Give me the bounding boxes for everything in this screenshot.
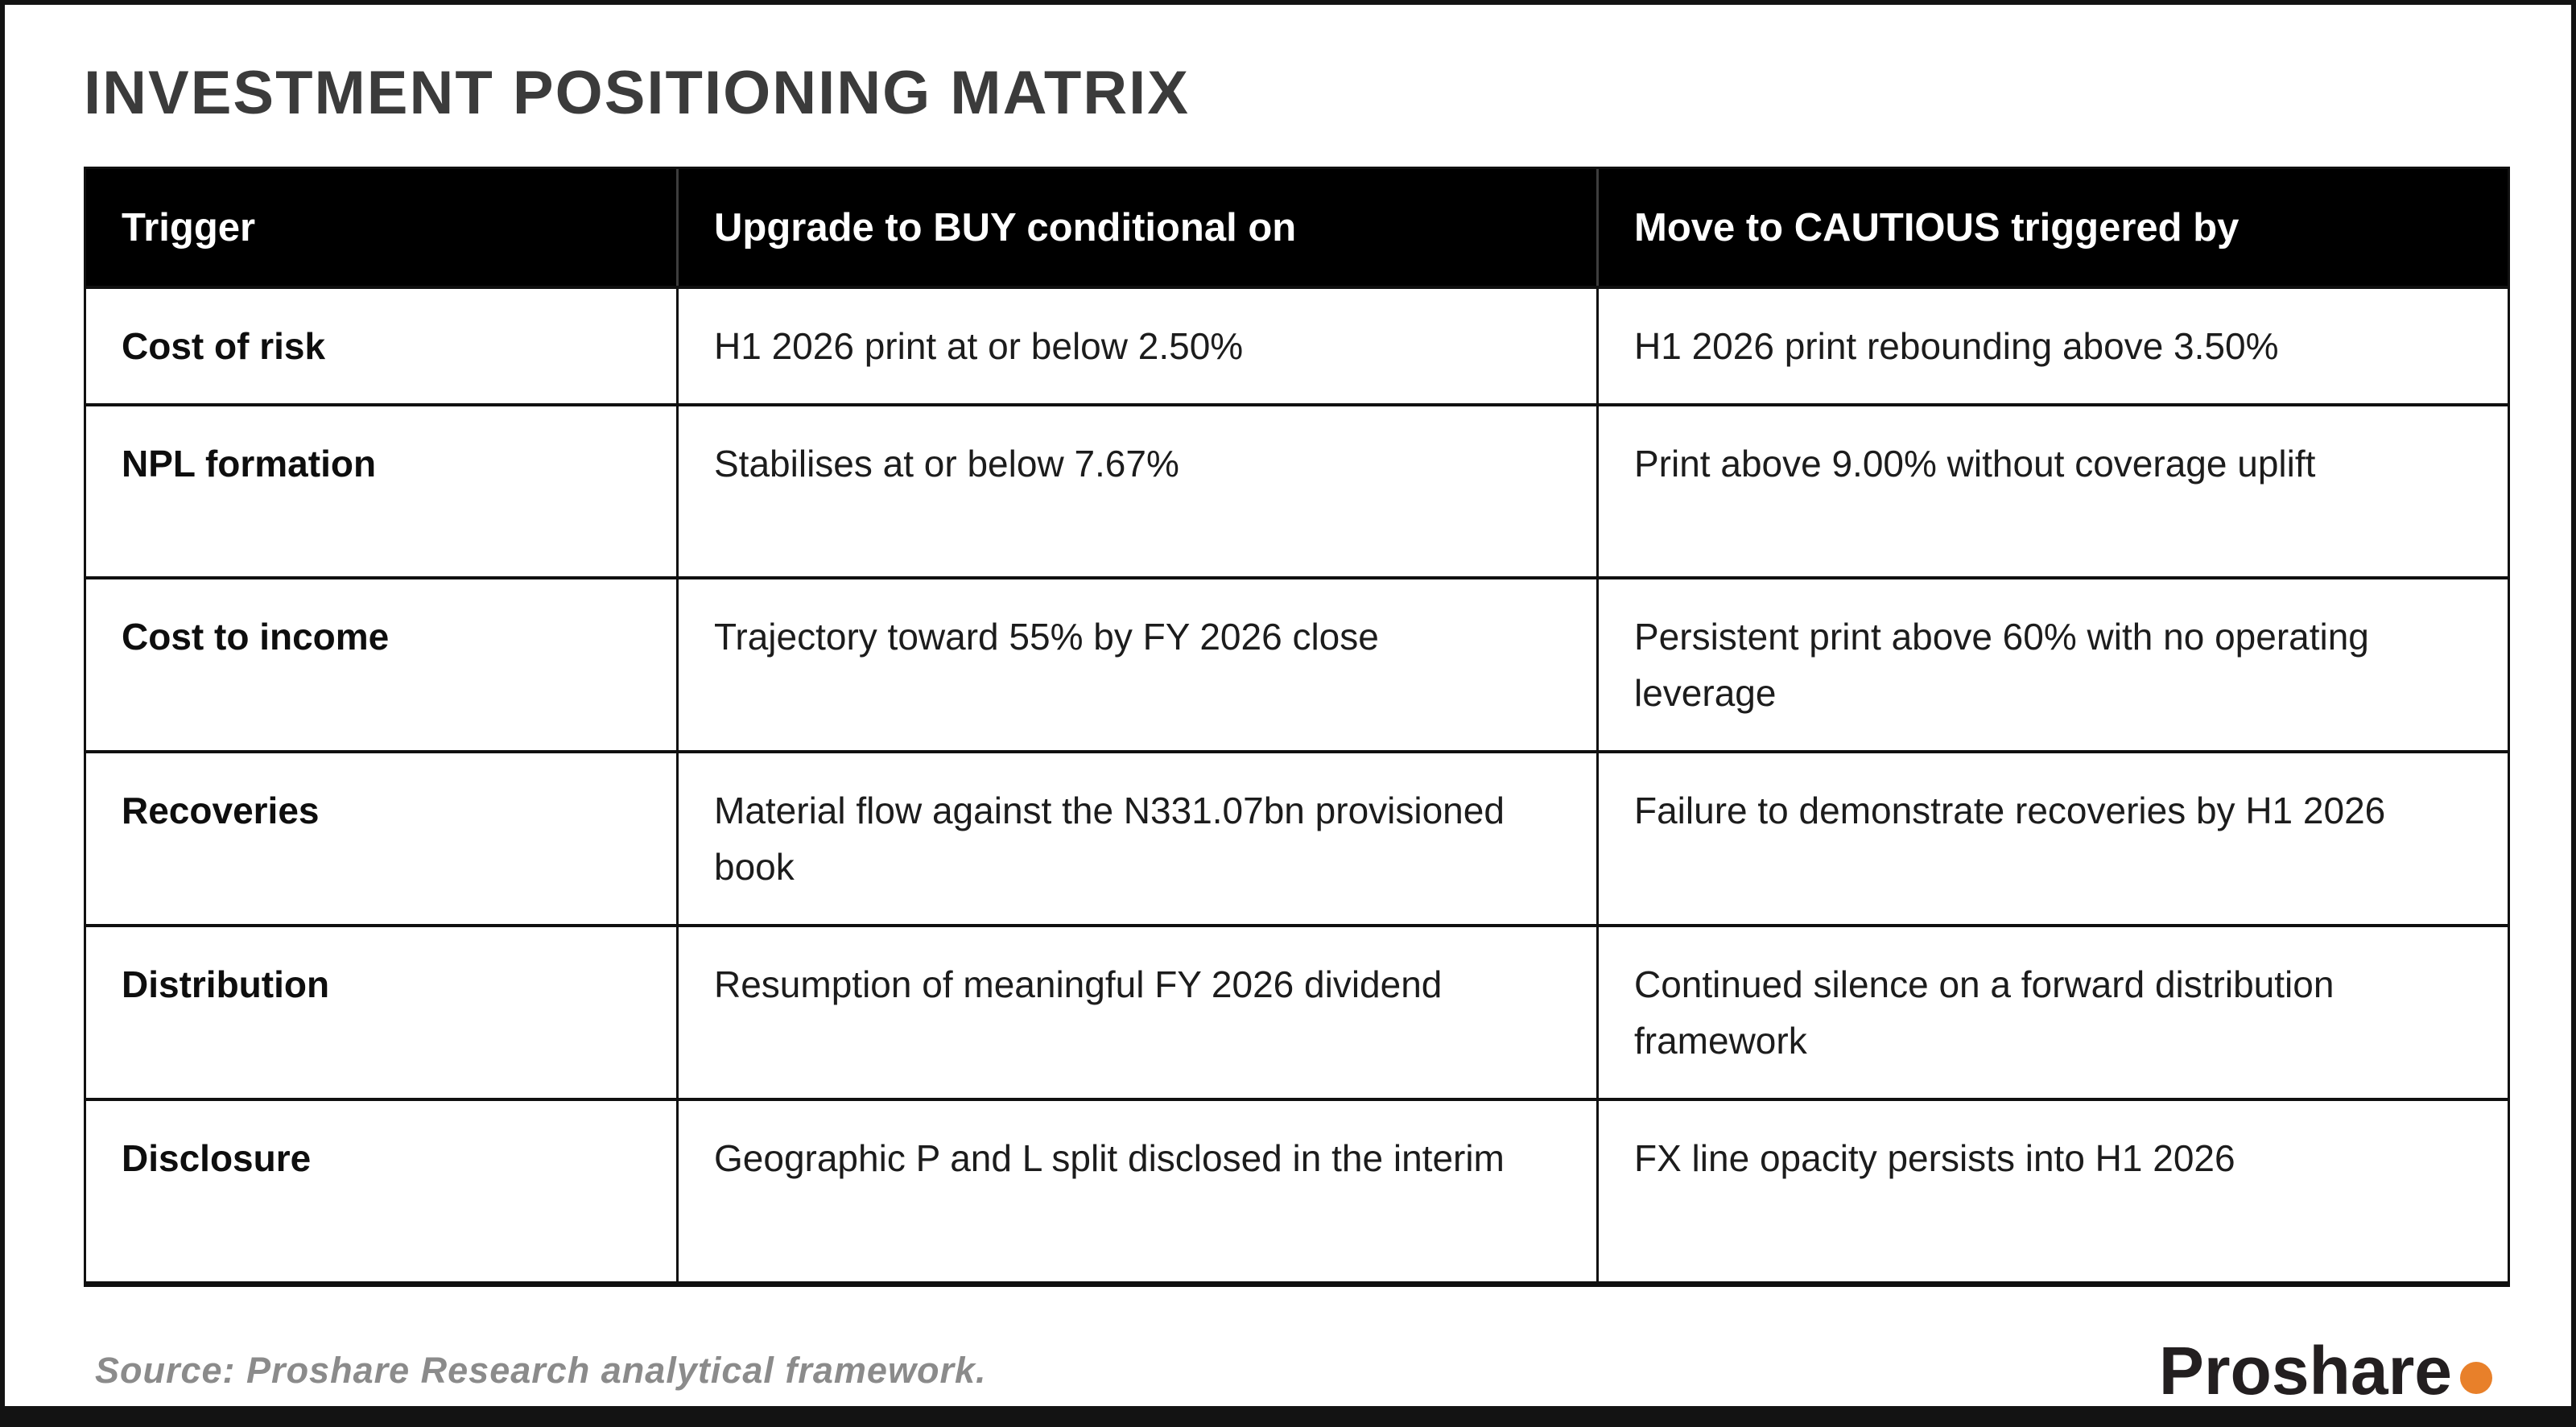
page-title: INVESTMENT POSITIONING MATRIX: [84, 59, 1190, 127]
cell-cautious-trigger: Continued silence on a forward distribut…: [1596, 927, 2508, 1098]
table-row-cost-to-income: Cost to income Trajectory toward 55% by …: [86, 576, 2508, 750]
cell-cautious-trigger: Print above 9.00% without coverage uplif…: [1596, 406, 2508, 576]
cell-trigger: Cost to income: [122, 616, 390, 658]
cell-trigger: NPL formation: [122, 443, 377, 485]
cell-buy-condition: Resumption of meaningful FY 2026 dividen…: [676, 927, 1596, 1098]
proshare-logo-text: Proshare: [2158, 1333, 2452, 1408]
table-row-npl-formation: NPL formation Stabilises at or below 7.6…: [86, 403, 2508, 576]
cell-cautious-trigger: Failure to demonstrate recoveries by H1 …: [1596, 753, 2508, 924]
cell-buy-condition: Stabilises at or below 7.67%: [676, 406, 1596, 576]
cell-cautious-trigger: H1 2026 print rebounding above 3.50%: [1596, 289, 2508, 403]
proshare-logo-dot-icon: [2460, 1362, 2492, 1394]
cell-cautious-trigger: Persistent print above 60% with no opera…: [1596, 579, 2508, 750]
footer: Source: Proshare Research analytical fra…: [95, 1337, 2492, 1404]
table-header-row: Trigger Upgrade to BUY conditional on Mo…: [86, 169, 2508, 286]
column-header-cautious-trigger: Move to CAUTIOUS triggered by: [1596, 169, 2508, 286]
table-row-disclosure: Disclosure Geographic P and L split disc…: [86, 1098, 2508, 1281]
cell-buy-condition: Trajectory toward 55% by FY 2026 close: [676, 579, 1596, 750]
table-row-recoveries: Recoveries Material flow against the N33…: [86, 750, 2508, 924]
cell-buy-condition: H1 2026 print at or below 2.50%: [676, 289, 1596, 403]
cell-buy-condition: Geographic P and L split disclosed in th…: [676, 1101, 1596, 1281]
cell-buy-condition: Material flow against the N331.07bn prov…: [676, 753, 1596, 924]
cell-trigger: Distribution: [122, 963, 330, 1005]
table-row-distribution: Distribution Resumption of meaningful FY…: [86, 924, 2508, 1098]
column-header-trigger: Trigger: [122, 205, 256, 250]
cell-trigger: Cost of risk: [122, 325, 326, 367]
cell-cautious-trigger: FX line opacity persists into H1 2026: [1596, 1101, 2508, 1281]
cell-trigger: Recoveries: [122, 790, 320, 831]
investment-positioning-table: Trigger Upgrade to BUY conditional on Mo…: [84, 167, 2510, 1287]
proshare-logo: Proshare: [2159, 1337, 2492, 1404]
column-header-buy-condition: Upgrade to BUY conditional on: [676, 169, 1596, 286]
cell-trigger: Disclosure: [122, 1137, 312, 1179]
source-note: Source: Proshare Research analytical fra…: [95, 1350, 987, 1391]
table-row-cost-of-risk: Cost of risk H1 2026 print at or below 2…: [86, 286, 2508, 403]
